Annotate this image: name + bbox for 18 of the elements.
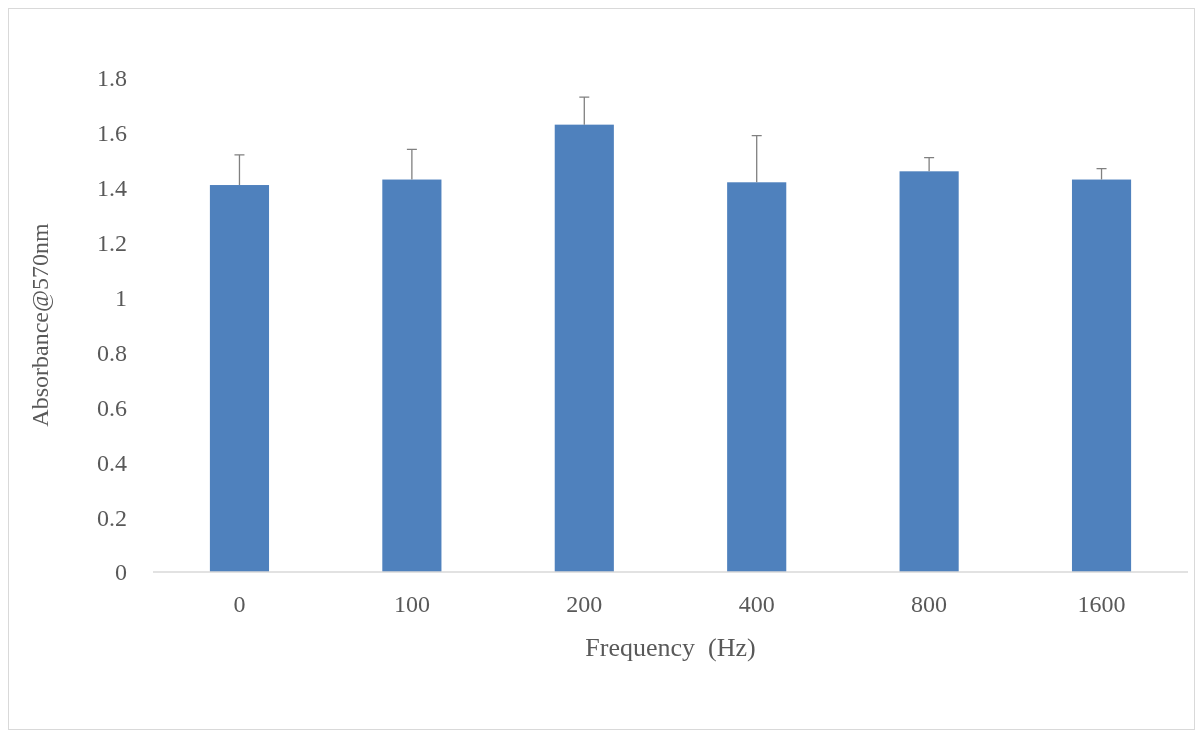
y-tick-label: 0.2 [97, 504, 127, 531]
x-tick-label: 800 [911, 591, 948, 617]
x-tick-label: 100 [393, 591, 430, 617]
y-tick-label: 1.8 [97, 65, 127, 92]
y-tick-label: 1.2 [97, 230, 127, 257]
x-tick-label: 400 [738, 591, 775, 617]
x-tick-label: 1600 [1077, 591, 1126, 617]
y-tick-label: 1.4 [97, 175, 127, 202]
y-axis-title: Absorbance@570nm [27, 222, 53, 427]
x-tick-label: 200 [566, 591, 603, 617]
y-tick-label: 0 [115, 559, 127, 586]
y-tick-label: 1 [115, 284, 127, 311]
y-tick-label: 0.8 [97, 339, 127, 366]
x-tick-label: 0 [233, 591, 246, 617]
y-tick-label: 0.6 [97, 394, 127, 421]
y-tick-label: 1.6 [97, 120, 127, 147]
x-axis-title: Frequency (Hz) [585, 633, 756, 662]
y-tick-label: 0.4 [97, 449, 127, 476]
